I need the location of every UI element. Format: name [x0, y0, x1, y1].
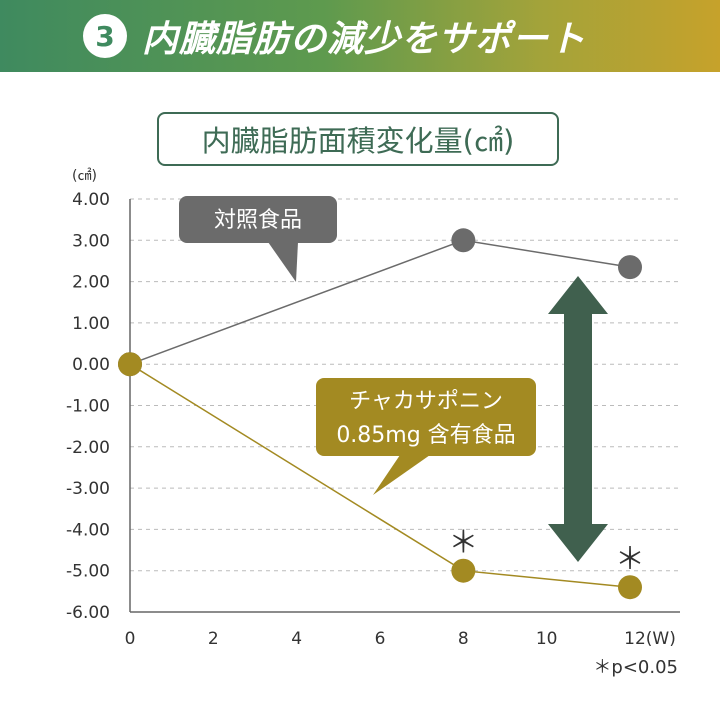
y-tick-label: -2.00 [66, 438, 110, 458]
callout-test-label-line2: 0.85mg 含有食品 [336, 423, 515, 448]
y-tick-label: 0.00 [72, 355, 110, 375]
y-tick-label: 1.00 [72, 314, 110, 334]
chart-title: 内臓脂肪面積変化量(㎠) [157, 112, 559, 166]
data-point [451, 558, 476, 583]
callout-control-box [179, 196, 337, 243]
data-point [451, 228, 476, 253]
data-point [618, 575, 642, 600]
y-tick-label: -6.00 [66, 603, 110, 623]
y-tick-label: -3.00 [66, 479, 110, 499]
x-tick-label: 8 [458, 629, 469, 649]
callout-test-box [316, 378, 536, 456]
callout-control-pointer [268, 242, 298, 282]
y-tick-label: 4.00 [72, 190, 110, 210]
callout-control-label: 対照食品 [214, 208, 302, 233]
y-tick-label: -4.00 [66, 520, 110, 540]
header-banner: 3 内臓脂肪の減少をサポート [0, 0, 720, 72]
significance-note: ＊p<0.05 [593, 657, 678, 678]
x-tick-label: 12(W) [624, 629, 676, 649]
callout-test-label-line1: チャカサポニン [349, 389, 503, 414]
x-tick-label: 2 [208, 629, 219, 649]
series-line-0 [129, 239, 631, 365]
significance-mark: ＊ [615, 542, 645, 577]
significance-mark: ＊ [448, 526, 478, 561]
x-tick-label: 0 [125, 629, 136, 649]
y-axis-unit: (㎠) [72, 168, 97, 184]
y-tick-label: -5.00 [66, 562, 110, 582]
section-number-badge: 3 [83, 14, 127, 58]
data-point [118, 352, 142, 377]
y-tick-label: -1.00 [66, 397, 110, 417]
data-point [618, 255, 642, 280]
x-tick-label: 4 [291, 629, 302, 649]
section-title: 内臓脂肪の減少をサポート [142, 19, 587, 60]
difference-arrow [548, 276, 608, 562]
y-tick-label: 3.00 [72, 231, 110, 251]
x-tick-label: 10 [536, 629, 558, 649]
x-tick-label: 6 [375, 629, 386, 649]
y-tick-label: 2.00 [72, 273, 110, 293]
callout-test-pointer [373, 455, 430, 495]
